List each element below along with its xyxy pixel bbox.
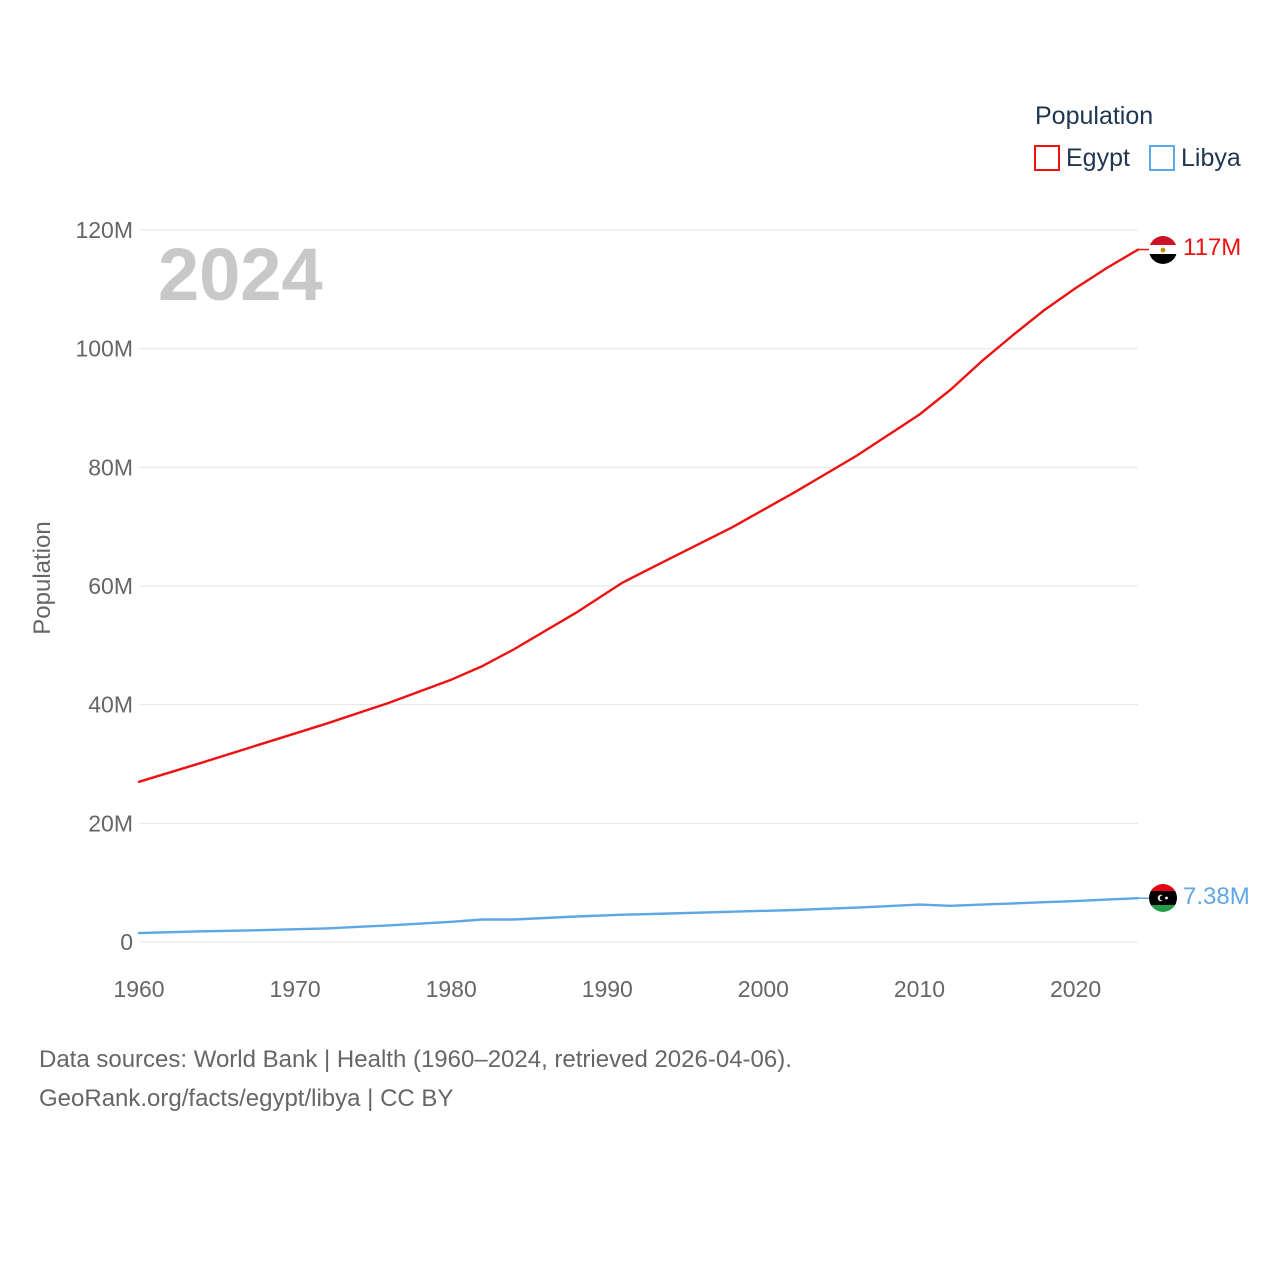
y-tick-label: 20M — [88, 810, 133, 836]
y-tick-label: 100M — [75, 336, 133, 362]
legend-label-egypt: Egypt — [1066, 144, 1130, 172]
y-tick-label: 80M — [88, 454, 133, 480]
legend-item-libya[interactable]: Libya — [1149, 144, 1241, 172]
x-tick-label: 1970 — [270, 976, 321, 1002]
y-tick-label: 120M — [75, 217, 133, 243]
series-group — [137, 248, 1149, 935]
legend-swatch-libya — [1149, 145, 1175, 171]
legend: Population Egypt Libya — [1034, 102, 1241, 172]
x-tick-label: 1980 — [426, 976, 477, 1002]
x-tick-label: 1960 — [113, 976, 164, 1002]
legend-item-egypt[interactable]: Egypt — [1034, 144, 1130, 172]
legend-title: Population — [1035, 102, 1153, 130]
egypt-end-label: 117M — [1183, 234, 1241, 261]
y-axis-title: Population — [29, 521, 56, 634]
source-note: Data sources: World Bank | Health (1960–… — [39, 1040, 792, 1118]
y-tick-label: 40M — [88, 692, 133, 718]
x-tick-label: 2020 — [1050, 976, 1101, 1002]
gridlines — [139, 229, 1138, 943]
y-axis: 0 20M 40M 60M 80M 100M 120M — [75, 217, 133, 955]
legend-swatch-egypt — [1034, 145, 1060, 171]
series-line-egypt[interactable] — [137, 248, 1140, 783]
libya-end-label: 7.38M — [1183, 883, 1250, 910]
x-tick-label: 2010 — [894, 976, 945, 1002]
x-tick-label: 2000 — [738, 976, 789, 1002]
x-axis: 1960 1970 1980 1990 2000 2010 2020 — [113, 976, 1101, 1002]
y-tick-label: 0 — [120, 929, 133, 955]
egypt-flag-icon — [1149, 236, 1177, 264]
source-line-1: Data sources: World Bank | Health (1960–… — [39, 1046, 792, 1073]
year-watermark: 2024 — [158, 233, 323, 316]
y-tick-label: 60M — [88, 573, 133, 599]
legend-label-libya: Libya — [1181, 144, 1241, 172]
x-tick-label: 1990 — [582, 976, 633, 1002]
source-line-2[interactable]: GeoRank.org/facts/egypt/libya | CC BY — [39, 1085, 454, 1112]
libya-flag-icon — [1149, 884, 1177, 912]
series-line-libya[interactable] — [137, 897, 1140, 935]
